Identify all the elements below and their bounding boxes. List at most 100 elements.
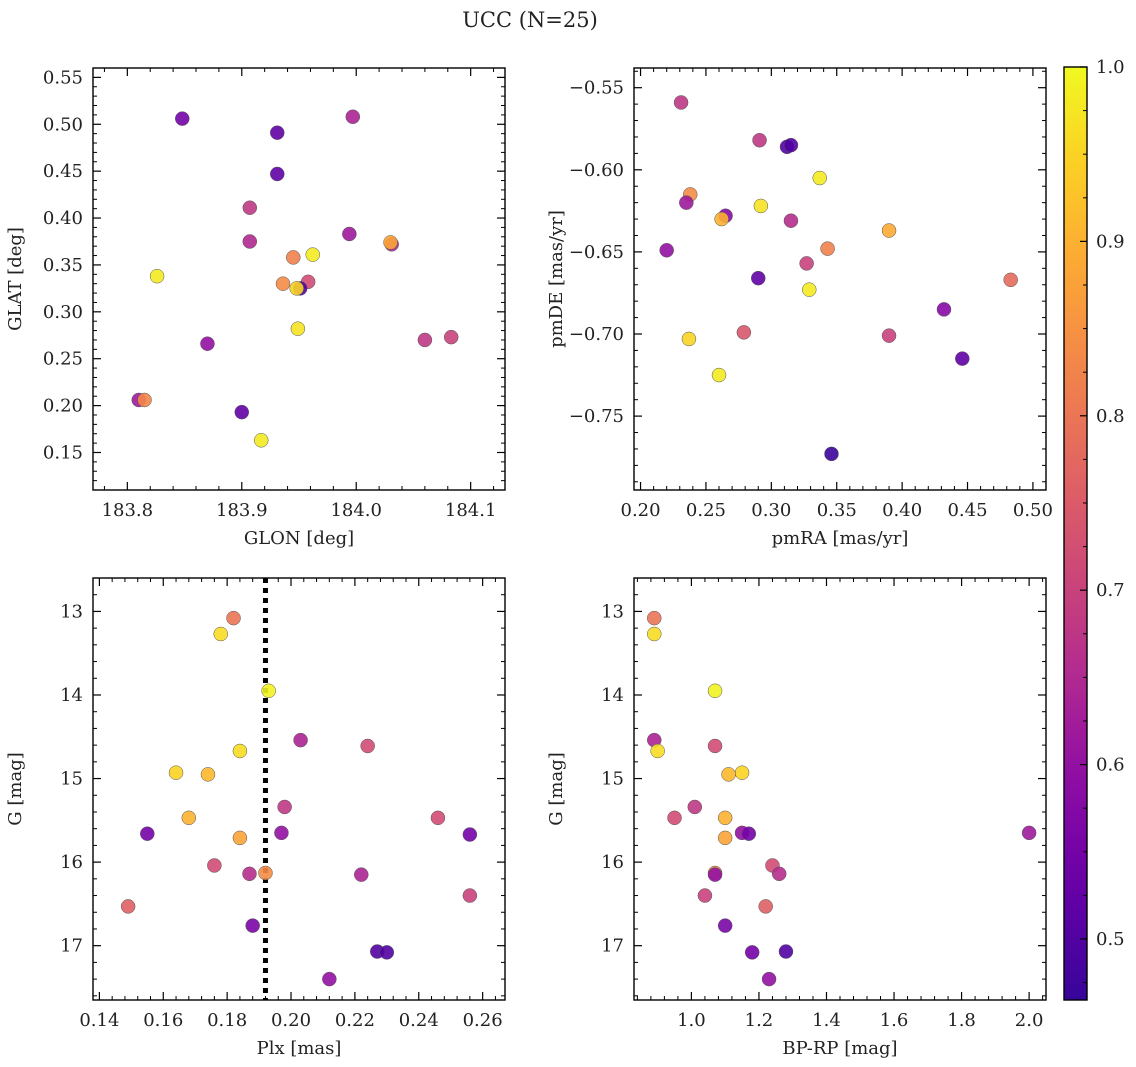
x-tick-label: 0.35	[817, 500, 857, 521]
y-tick-label: 14	[601, 685, 624, 706]
scatter-point	[274, 825, 289, 841]
plx-g-panel: 0.14 0.16 0.18 0.20 0.22 0.24 0.26 13 14 15 16 17 Pl…	[5, 577, 506, 1059]
scatter-point	[345, 109, 361, 125]
axes-frame	[633, 67, 1047, 491]
axes-frame	[92, 577, 506, 1001]
x-tick-label: 2.0	[1015, 1010, 1044, 1031]
axes-frame	[633, 577, 1047, 1001]
scatter-point	[1003, 272, 1018, 288]
y-tick-label: 14	[60, 685, 83, 706]
x-tick-label: 0.20	[271, 1010, 311, 1031]
x-axis-label: BP-RP [mag]	[782, 1038, 897, 1059]
scatter-point	[687, 799, 703, 815]
scatter-point	[717, 830, 733, 846]
scatter-point	[812, 170, 827, 186]
colorbar-tick-label: 0.9	[1096, 231, 1125, 252]
scatter-points	[659, 95, 1018, 462]
x-tick-label: 184.1	[445, 500, 497, 521]
figure-title: UCC (N=25)	[462, 8, 598, 32]
scatter-point	[360, 738, 375, 754]
scatter-points	[647, 610, 1037, 987]
scatter-point	[936, 302, 952, 317]
scatter-point	[234, 404, 250, 420]
scatter-points	[131, 109, 459, 448]
y-tick-label: 16	[601, 852, 624, 873]
scatter-point	[149, 268, 165, 284]
y-tick-label: 17	[60, 936, 83, 957]
y-tick-label: 0.55	[43, 67, 83, 88]
scatter-point	[650, 743, 665, 759]
scatter-point	[707, 683, 723, 699]
colorbar-gradient	[1063, 66, 1088, 1001]
scatter-point	[200, 336, 215, 351]
x-tick-label: 183.9	[216, 500, 268, 521]
x-axis-label: pmRA [mas/yr]	[772, 528, 909, 549]
scatter-point	[753, 198, 769, 214]
scatter-point	[462, 888, 478, 903]
scatter-point	[681, 331, 697, 347]
colorbar: 0.5 0.6 0.7 0.8 0.9 1.0	[1063, 57, 1125, 1001]
color-mag-panel: 1.0 1.2 1.4 1.6 1.8 2.0 13 14 15 16 17 BP-RP [mag] G…	[546, 577, 1047, 1059]
x-tick-label: 184.0	[330, 500, 382, 521]
scatter-point	[261, 683, 276, 699]
y-tick-label: 0.45	[43, 161, 83, 182]
colorbar-tick-label: 0.5	[1096, 929, 1125, 950]
scatter-point	[137, 392, 152, 408]
x-tick-label: 0.26	[463, 1010, 503, 1031]
scatter-point	[751, 270, 766, 286]
scatter-point	[253, 433, 269, 448]
scatter-point	[697, 888, 713, 903]
scatter-point	[752, 132, 767, 148]
y-tick-label: 16	[60, 852, 83, 873]
scatter-point	[181, 810, 197, 826]
x-tick-label: 1.0	[677, 1010, 706, 1031]
x-axis-label: Plx [mas]	[257, 1038, 342, 1059]
scatter-point	[354, 867, 369, 882]
scatter-point	[734, 765, 750, 780]
scatter-point	[783, 137, 799, 153]
scatter-point	[242, 234, 258, 249]
colorbar-tick-label: 0.8	[1096, 406, 1125, 427]
scatter-point	[744, 945, 760, 960]
scatter-point	[647, 610, 662, 626]
scatter-point	[647, 626, 662, 642]
scatter-point	[226, 610, 241, 626]
y-axis-label: G [mag]	[546, 752, 567, 825]
colorbar-tick-label: 0.7	[1096, 580, 1125, 601]
x-tick-label: 0.45	[947, 500, 987, 521]
scatter-point	[293, 732, 308, 748]
scatter-point	[711, 367, 727, 383]
scatter-point	[955, 351, 970, 366]
y-tick-label: 0.50	[43, 114, 83, 135]
scatter-point	[673, 95, 689, 110]
y-axis-label: pmDE [mas/yr]	[546, 210, 567, 348]
scatter-point	[802, 282, 817, 297]
colorbar-tick-label: 0.6	[1096, 755, 1125, 776]
scatter-point	[741, 826, 757, 841]
y-axis-label: G [mag]	[5, 752, 26, 825]
scatter-point	[721, 767, 736, 782]
scatter-point	[443, 329, 459, 345]
x-axis-label: GLON [deg]	[244, 528, 354, 549]
x-tick-label: 1.4	[812, 1010, 841, 1031]
scatter-point	[286, 250, 301, 265]
y-tick-label: 0.40	[43, 208, 83, 229]
scatter-point	[761, 971, 777, 987]
scatter-point	[383, 235, 398, 250]
scatter-point	[714, 211, 729, 227]
scatter-point	[717, 918, 733, 933]
scatter-point	[799, 256, 814, 271]
scatter-point	[175, 111, 190, 126]
y-tick-label: 0.35	[43, 255, 83, 276]
y-axis-label: GLAT [deg]	[5, 227, 26, 331]
x-tick-label: 0.14	[79, 1010, 119, 1031]
scatter-point	[270, 166, 285, 182]
scatter-point	[322, 971, 337, 987]
x-tick-label: 1.6	[880, 1010, 909, 1031]
scatter-point	[270, 125, 285, 140]
scatter-point	[1021, 825, 1037, 841]
scatter-point	[305, 247, 320, 262]
y-tick-label: −0.65	[569, 242, 624, 263]
scatter-point	[232, 743, 248, 759]
